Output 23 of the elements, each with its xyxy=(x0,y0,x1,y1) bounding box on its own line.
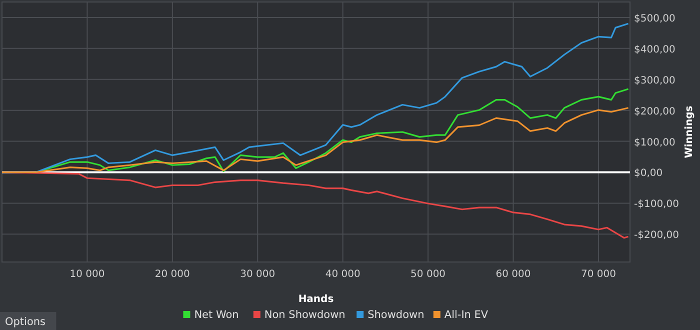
x-tick-label: 10 000 xyxy=(70,269,105,280)
x-tick-label: 50 000 xyxy=(410,269,446,280)
y-axis-title: Winnings xyxy=(684,106,695,158)
line-series xyxy=(1,107,630,174)
y-tick-label: $400,00 xyxy=(634,44,676,56)
legend-label: Showdown xyxy=(368,309,424,321)
y-tick-label: -$200,00 xyxy=(634,230,679,242)
x-tick-label: 70 000 xyxy=(580,269,616,280)
y-tick-label: $300,00 xyxy=(634,75,676,86)
y-tick-label: $500,00 xyxy=(634,13,676,24)
options-button: Options xyxy=(0,312,56,330)
y-tick-label: $0,00 xyxy=(634,168,663,180)
x-tick-label: 30 000 xyxy=(240,269,276,280)
y-tick-label: $100,00 xyxy=(634,137,676,148)
x-tick-label: 60 000 xyxy=(496,269,531,280)
y-tick-label: -$100,00 xyxy=(634,199,679,210)
legend-label: All-In EV xyxy=(444,309,489,321)
y-tick-label: $200,00 xyxy=(634,106,676,118)
x-tick-label: 40 000 xyxy=(325,269,360,280)
x-axis-title: Hands xyxy=(298,294,334,305)
x-tick-label: 20 000 xyxy=(154,269,190,280)
legend-label: Net Won xyxy=(194,309,239,321)
legend-label: Non Showdown xyxy=(264,309,346,321)
